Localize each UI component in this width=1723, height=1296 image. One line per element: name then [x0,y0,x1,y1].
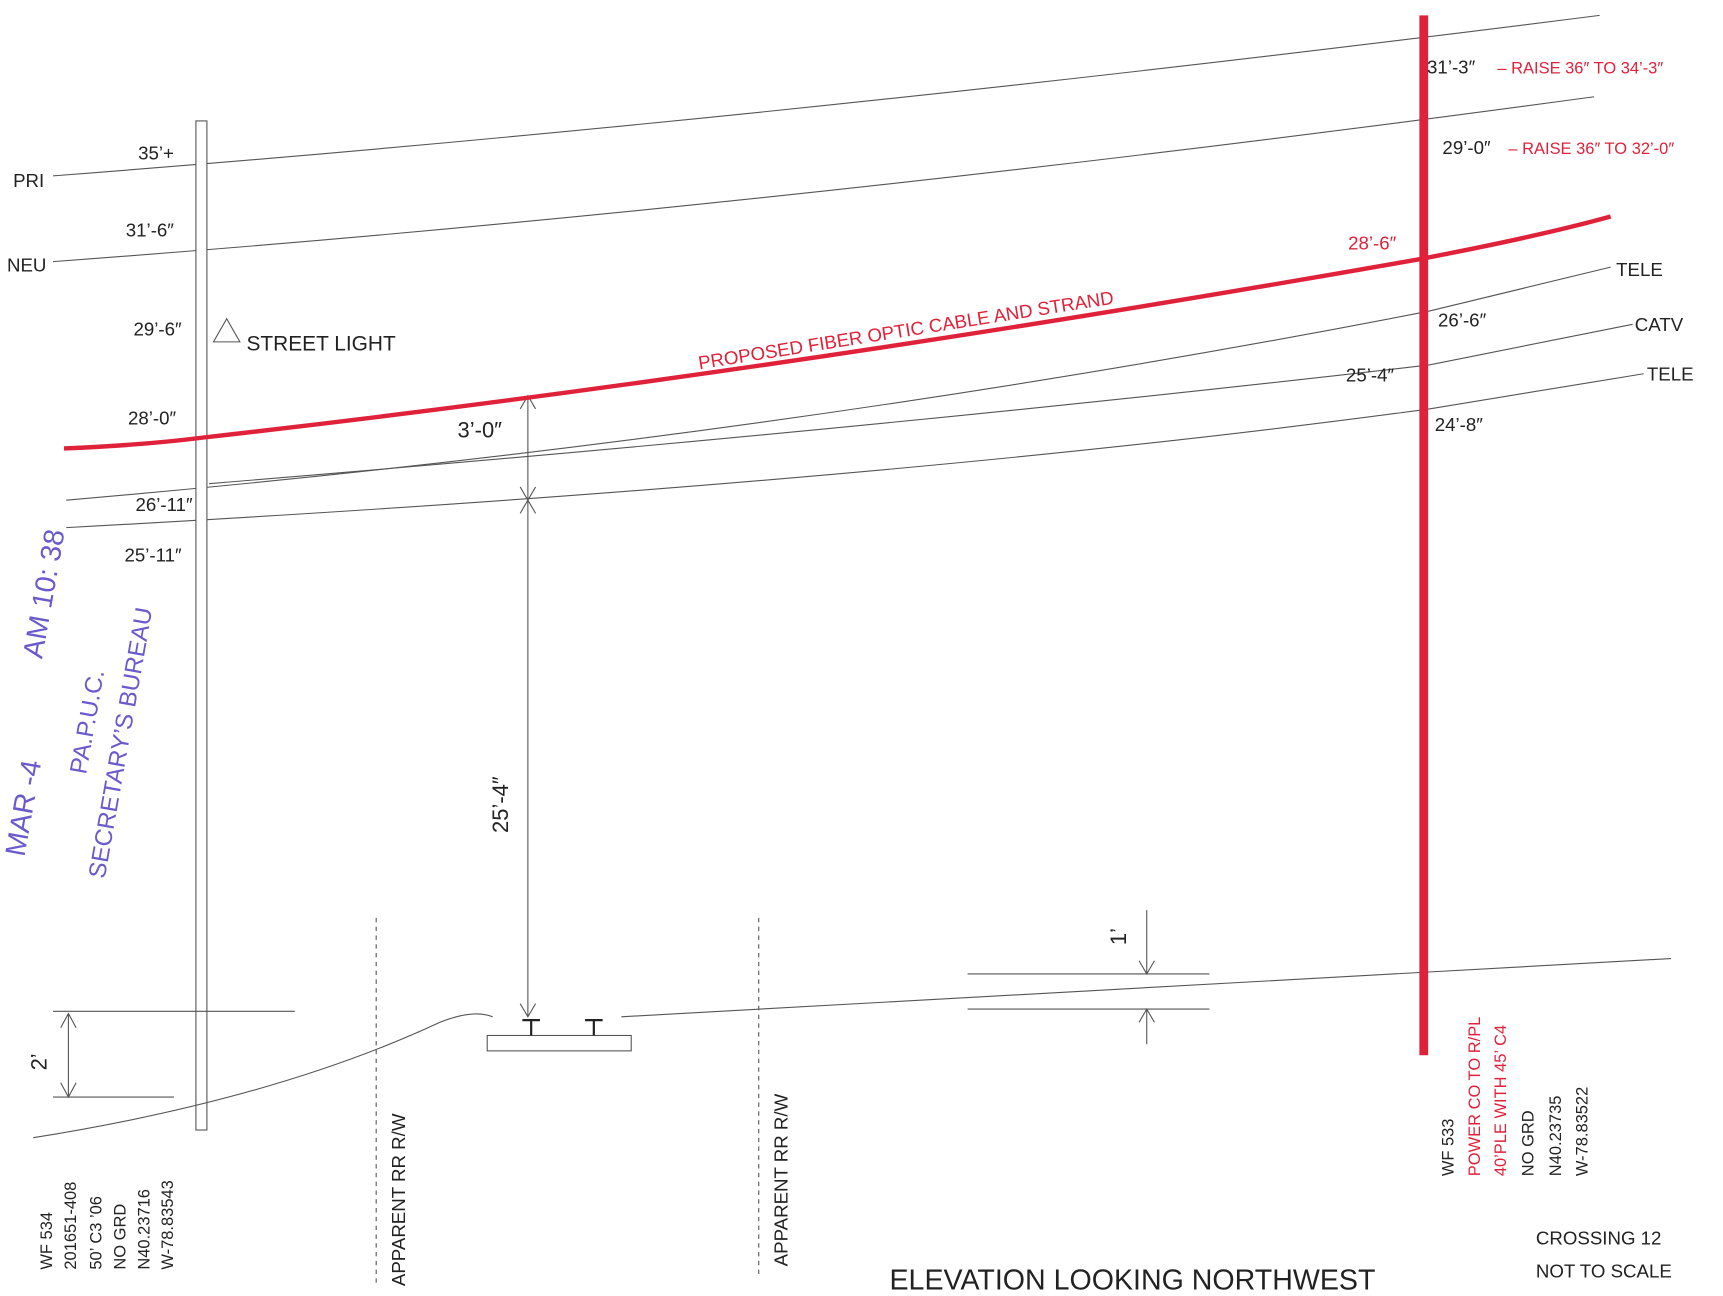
height-label: 28’-6″ [1348,233,1397,254]
height-label: 26’-6″ [1438,309,1487,330]
dimension [519,394,537,1018]
pole-info: WF 533 [1439,1119,1457,1177]
height-label: 24’-8″ [1435,414,1484,435]
height-label: 28’-0″ [128,407,177,428]
pole-info: N40.23716 [136,1189,154,1270]
stamp: MAR -4 [0,758,48,859]
ref-line [53,1010,295,1098]
wire-label: CATV [1635,314,1684,335]
dimension [967,910,1210,1045]
rr-line [375,917,760,1287]
dimension [60,1012,77,1099]
ground [33,1013,493,1139]
height-label: 31’-6″ [126,219,175,240]
wire-label: PRI [13,170,44,191]
clearance-label: 3’-0″ [458,417,503,442]
pole-info: 50’ C3 ’06 [87,1196,105,1270]
proposed-label: PROPOSED FIBER OPTIC CABLE AND STRAND [697,287,1115,373]
wire-label: TELE [1647,363,1694,384]
ground [621,957,1672,1018]
pole-info: W-78.83543 [159,1180,177,1269]
catv-wire [209,323,1633,485]
height-label: 29’-0″ [1442,137,1491,158]
pole-info: W-78.83522 [1574,1087,1592,1176]
tele-upper-wire [66,266,1611,501]
clearance-label: 2’ [26,1053,51,1070]
pole-info: NO GRD [1520,1110,1538,1176]
proposed-cable [63,214,1612,451]
left-pole [195,120,208,1131]
raise-note: – RAISE 36″ TO 32’-0″ [1508,140,1674,158]
rail [522,1018,603,1036]
neu-wire [52,96,1595,263]
wire-label: NEU [7,255,46,276]
rr-label: APPARENT RR R/W [388,1113,409,1286]
note: CROSSING 12 [1536,1227,1662,1248]
height-label: 31’-3″ [1427,57,1476,78]
clearance-label: 25’-4″ [488,776,513,833]
track [486,1034,632,1052]
pole-info: POWER CO TO R/PL [1466,1017,1484,1177]
pole-info: NO GRD [112,1204,130,1270]
pole-info: 40’PLE WITH 45’ C4 [1492,1025,1510,1176]
pole-info: 201651-408 [62,1182,80,1270]
stamp: AM 10: 38 [17,527,71,661]
pole-info: N40.23735 [1547,1096,1565,1177]
pole-info: WF 534 [38,1212,56,1270]
tele-lower-wire [66,373,1644,529]
wire-label: TELE [1616,259,1663,280]
height-label: 29’-6″ [133,318,182,339]
height-label: 26’-11″ [135,494,193,515]
pri-wire [52,14,1600,177]
height-label: 35’+ [138,142,174,163]
street-light-icon [212,317,241,343]
height-label: 25’-4″ [1346,364,1395,385]
rr-label: APPARENT RR R/W [770,1093,791,1266]
note: NOT TO SCALE [1536,1260,1672,1281]
title: ELEVATION LOOKING NORTHWEST [890,1264,1376,1296]
height-label: 25’-11″ [124,545,182,566]
clearance-label: 1’ [1106,928,1131,945]
raise-note: – RAISE 36″ TO 34’-3″ [1497,60,1663,78]
street-light-label: STREET LIGHT [246,333,395,356]
